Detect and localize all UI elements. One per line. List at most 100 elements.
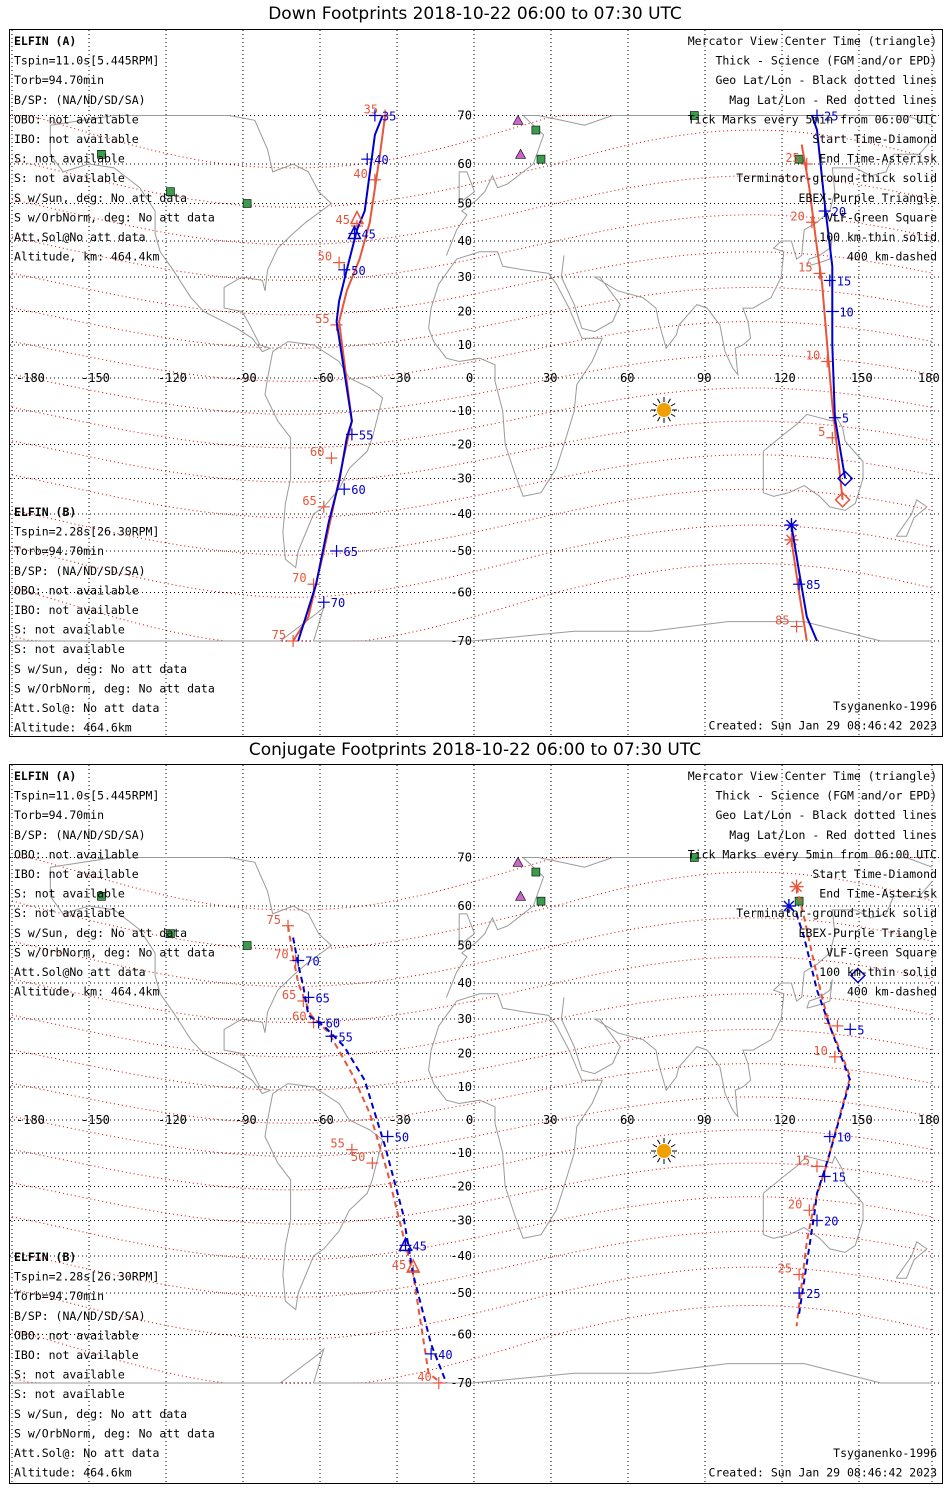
legend-line: Tick Marks every 5min from 06:00 UTC <box>688 847 937 861</box>
track-tick-label: 70 <box>292 571 306 585</box>
legend-line: Geo Lat/Lon - Black dotted lines <box>715 73 937 87</box>
lat-label: -40 <box>450 507 472 521</box>
coastline <box>806 979 833 1009</box>
start-diamond-icon <box>834 491 851 508</box>
elfin-b-header: ELFIN (B) <box>14 1250 76 1264</box>
mag-parallel <box>11 1129 933 1191</box>
lon-label: 90 <box>697 1113 711 1127</box>
lat-label: 40 <box>458 976 472 990</box>
coastline <box>560 881 933 1119</box>
coastline <box>458 913 476 946</box>
legend-line: EBEX-Purple Triangle <box>799 926 938 940</box>
lon-label: -150 <box>81 371 110 385</box>
track-tick-label: 50 <box>351 264 365 278</box>
elfin-b-line: Torb=94.70min <box>14 544 104 558</box>
sun-ray <box>670 1154 676 1158</box>
track-tick-label: 20 <box>788 1197 802 1211</box>
end-asterisk-icon <box>784 532 799 547</box>
mag-parallel <box>11 286 933 349</box>
ebex-triangle-icon <box>515 148 527 159</box>
coastline <box>895 1241 928 1279</box>
track-tick-label: 40 <box>374 153 388 167</box>
track-tick-label: 70 <box>331 596 345 610</box>
elfin-a-line: Tspin=11.0s[5.445RPM] <box>14 789 159 803</box>
lat-label: -50 <box>450 544 472 558</box>
track-tick-label: 15 <box>832 1170 846 1184</box>
start-diamond-icon <box>837 470 854 487</box>
vlf-square-icon <box>690 853 699 862</box>
elfin-a-line: OBO: not available <box>14 112 139 126</box>
lat-label: 70 <box>458 109 472 123</box>
sun-ray <box>657 416 661 422</box>
asterisk-stroke <box>785 519 797 531</box>
track-tick-label: 20 <box>832 205 846 219</box>
elfin-a-line: B/SP: (NA/ND/SD/SA) <box>14 93 146 107</box>
lat-label: 70 <box>458 851 472 865</box>
track-tick-label: 85 <box>806 578 820 592</box>
geo-grid <box>10 30 942 736</box>
sun-ray <box>667 398 671 404</box>
elfin-b-line: Altitude: 464.6km <box>14 721 132 735</box>
panel-2-title: Conjugate Footprints 2018-10-22 06:00 to… <box>248 740 702 760</box>
lon-label: 0 <box>466 1113 473 1127</box>
lat-label: -40 <box>450 1249 472 1263</box>
sun-ray <box>657 398 661 404</box>
elfin-a-line: IBO: not available <box>14 867 139 881</box>
legend-line: Geo Lat/Lon - Black dotted lines <box>715 808 937 822</box>
mag-parallel <box>11 1096 933 1157</box>
coastline <box>12 1347 932 1384</box>
lon-label: 60 <box>620 1113 634 1127</box>
lon-label: 120 <box>774 1113 796 1127</box>
track-tick-label: 10 <box>806 349 820 363</box>
track-tick-label: 55 <box>315 312 329 326</box>
sun-disc <box>657 403 671 417</box>
sun-ray <box>652 1154 658 1158</box>
elfin-a-line: S w/Sun, deg: No att data <box>14 191 187 205</box>
track-tick-label: 25 <box>778 1262 792 1276</box>
lat-label: -30 <box>450 1214 472 1228</box>
lon-label: 150 <box>851 1113 873 1127</box>
lon-label: -180 <box>16 1113 45 1127</box>
mag-parallel <box>11 1305 933 1384</box>
lon-label: -60 <box>312 1113 334 1127</box>
vlf-square-icon <box>794 154 804 164</box>
sun-ray <box>657 1157 661 1163</box>
track-tick-label: 35 <box>364 103 378 117</box>
lon-label: -120 <box>158 371 187 385</box>
elfin-a-line: S: not available <box>14 887 125 901</box>
track-tick-label: 20 <box>790 209 804 223</box>
coastlines <box>12 857 933 1384</box>
legend-line: 100 km-thin solid <box>819 230 937 244</box>
mag-parallel <box>11 917 933 988</box>
elfin-b-line: S: not available <box>14 623 125 637</box>
coastline <box>458 171 476 204</box>
sun-ray <box>667 1139 671 1145</box>
track-tick-label: 10 <box>837 1131 851 1145</box>
elfin-b-line: Att.Sol@: No att data <box>14 701 159 715</box>
track-elfin-b-east <box>800 144 844 500</box>
lat-label: 30 <box>458 1012 472 1026</box>
legend-line: Tick Marks every 5min from 06:00 UTC <box>688 112 937 126</box>
track-tick-label: 60 <box>310 445 324 459</box>
lat-label: 60 <box>458 157 472 171</box>
magnetic-parallels <box>11 115 933 642</box>
coastline <box>762 413 864 511</box>
legend-line: Mercator View Center Time (triangle) <box>688 34 937 48</box>
elfin-b-line: S w/OrbNorm, deg: No att data <box>14 1426 215 1440</box>
elfin-a-line: Altitude, km: 464.4km <box>14 250 159 264</box>
track-tick-label: 40 <box>353 167 367 181</box>
start-diamond-icon <box>849 967 866 984</box>
track-tick-label: 25 <box>824 110 838 124</box>
credit-line: Tsyganenko-1996 <box>833 1446 937 1460</box>
track-tick-label: 5 <box>842 412 849 426</box>
elfin-b-line: S: not available <box>14 642 125 656</box>
lon-label: 180 <box>918 1113 940 1127</box>
elfin-b-header: ELFIN (B) <box>14 505 76 519</box>
legend-line: End Time-Asterisk <box>819 152 937 166</box>
track-tick-label: 15 <box>837 274 851 288</box>
coastline <box>762 1155 864 1253</box>
elfin-a-line: Att.Sol@No att data <box>14 965 146 979</box>
coastline <box>445 857 933 998</box>
ebex-triangle-icon <box>512 856 524 867</box>
vlf-square-icon <box>531 867 541 877</box>
